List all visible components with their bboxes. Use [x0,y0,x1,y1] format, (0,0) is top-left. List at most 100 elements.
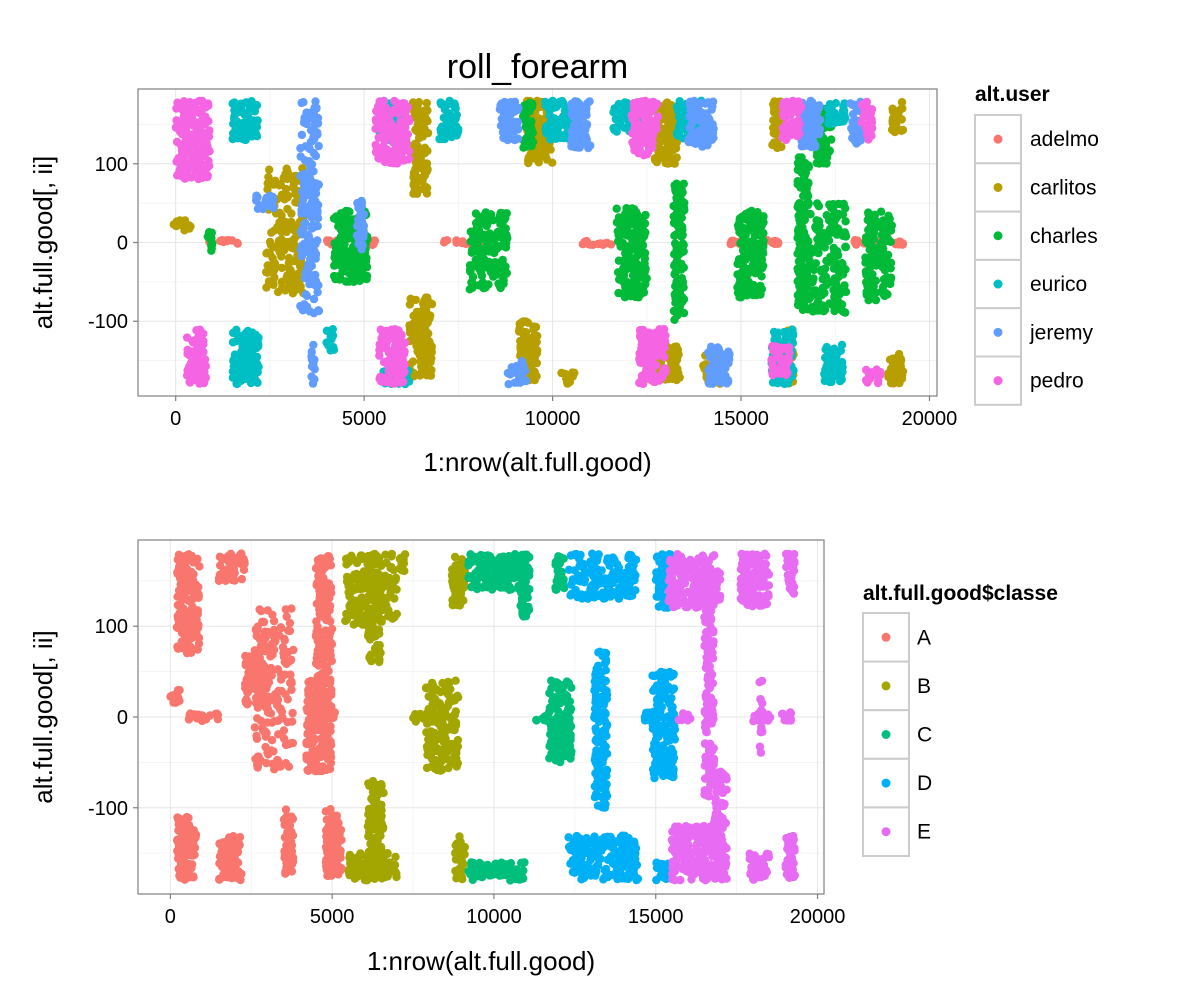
point [174,569,182,577]
point [772,335,780,343]
point [811,143,819,151]
point [518,370,526,378]
point [677,196,685,204]
point [707,343,715,351]
point [466,266,474,274]
point [400,339,408,347]
point [308,362,316,370]
point [228,236,236,244]
point [884,237,892,245]
point [421,149,429,157]
point [709,98,717,106]
point [825,216,833,224]
x-tick-label: 15000 [713,408,769,430]
point [865,214,873,222]
point [435,135,443,143]
point [312,277,320,285]
point [418,123,426,131]
point [358,199,366,207]
point [476,217,484,225]
point [315,307,323,315]
point [822,281,830,289]
y-tick-label: 100 [95,154,128,176]
point [264,173,272,181]
point [793,104,801,112]
point [498,259,506,267]
point [531,353,539,361]
point [187,108,195,116]
point [186,629,194,637]
point [789,330,797,338]
point [194,175,202,183]
point [379,105,387,113]
point [291,276,299,284]
point [237,347,245,355]
point [866,375,874,383]
point [547,118,555,126]
point [331,275,339,283]
point [821,265,829,273]
point [496,284,504,292]
y-axis-label: alt.full.good[, ii] [28,156,58,329]
point [415,98,423,106]
point [310,109,318,117]
point [570,369,578,377]
point [871,277,879,285]
point [487,259,495,267]
point [251,118,259,126]
point [825,105,833,113]
point [630,260,638,268]
point [557,134,565,142]
point [385,371,393,379]
point [504,369,512,377]
point [297,99,305,107]
point [685,138,693,146]
point [741,255,749,263]
point [864,296,872,304]
point [201,373,209,381]
point [851,236,859,244]
point [262,249,270,257]
point [780,133,788,141]
point [297,228,305,236]
point [619,112,627,120]
point [752,291,760,299]
point [181,164,189,172]
point [801,188,809,196]
point [718,362,726,370]
point [229,329,237,337]
point [425,314,433,322]
point [898,104,906,112]
point [197,327,205,335]
point [669,362,677,370]
point [805,295,813,303]
point [810,266,818,274]
point [825,236,833,244]
point [403,117,411,125]
point [582,108,590,116]
point [831,114,839,122]
point [274,288,282,296]
point [677,184,685,192]
point [468,246,476,254]
point [377,326,385,334]
point [309,133,317,141]
point [206,235,214,243]
point [863,282,871,290]
point [380,135,388,143]
point [241,375,249,383]
point [830,244,838,252]
point [795,161,803,169]
point [222,566,230,574]
point [886,276,894,284]
point [476,232,484,240]
point [838,341,846,349]
point [190,591,198,599]
point [315,180,323,188]
point [636,137,644,145]
point [877,208,885,216]
point [308,240,316,248]
point [777,344,785,352]
point [216,571,224,579]
